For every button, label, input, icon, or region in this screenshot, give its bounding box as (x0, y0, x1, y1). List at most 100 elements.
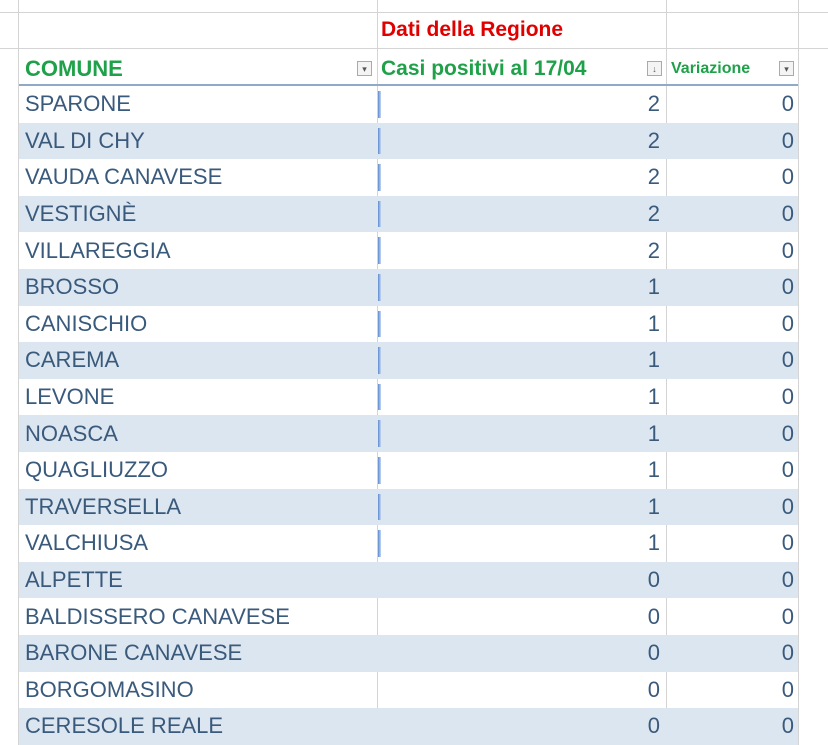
casi-value: 0 (647, 676, 660, 702)
table-row[interactable]: SPARONE 2 0 (19, 86, 798, 123)
cell-variazione[interactable]: 0 (781, 676, 794, 702)
cell-casi[interactable]: 0 (377, 598, 666, 635)
cell-variazione[interactable]: 0 (781, 384, 794, 410)
table-row[interactable]: NOASCA 1 0 (19, 415, 798, 452)
cell-casi[interactable]: 0 (377, 672, 666, 709)
data-bar (378, 530, 381, 557)
cell-casi[interactable]: 1 (377, 415, 666, 452)
cell-comune[interactable]: VAL DI CHY (25, 127, 145, 153)
data-bar (378, 420, 381, 447)
cell-variazione[interactable]: 0 (781, 164, 794, 190)
cell-variazione[interactable]: 0 (781, 603, 794, 629)
section-title: Dati della Regione (381, 18, 564, 41)
cell-comune[interactable]: NOASCA (25, 420, 118, 446)
cell-variazione[interactable]: 0 (781, 493, 794, 519)
cell-casi[interactable]: 0 (377, 708, 666, 745)
table-row[interactable]: CANISCHIO 1 0 (19, 306, 798, 343)
cell-variazione[interactable]: 0 (781, 91, 794, 117)
table-row[interactable]: VILLAREGGIA 2 0 (19, 232, 798, 269)
cell-casi[interactable]: 1 (377, 306, 666, 343)
data-bar (378, 493, 381, 521)
table-row[interactable]: BALDISSERO CANAVESE 0 0 (19, 598, 798, 635)
cell-comune[interactable]: VAUDA CANAVESE (25, 164, 223, 190)
cell-comune[interactable]: TRAVERSELLA (25, 493, 182, 519)
cell-casi[interactable]: 1 (377, 269, 666, 306)
filter-dropdown-icon[interactable]: ▾ (357, 61, 372, 76)
casi-value: 1 (647, 274, 660, 300)
table-row[interactable]: BARONE CANAVESE 0 0 (19, 635, 798, 672)
cell-variazione[interactable]: 0 (781, 420, 794, 446)
casi-value: 0 (647, 713, 660, 739)
casi-value: 1 (647, 493, 660, 519)
cell-comune[interactable]: CERESOLE REALE (25, 713, 224, 739)
data-bar (378, 347, 381, 374)
cell-casi[interactable]: 2 (377, 123, 666, 160)
data-bar (378, 237, 381, 264)
cell-comune[interactable]: ALPETTE (25, 567, 123, 593)
cell-casi[interactable]: 2 (377, 159, 666, 196)
cell-variazione[interactable]: 0 (781, 567, 794, 593)
data-bar (378, 383, 381, 411)
cell-casi[interactable]: 1 (377, 342, 666, 379)
cell-comune[interactable]: VILLAREGGIA (25, 237, 171, 263)
table-row[interactable]: BORGOMASINO 0 0 (19, 672, 798, 709)
table-row[interactable]: CERESOLE REALE 0 0 (19, 708, 798, 745)
casi-value: 0 (647, 640, 660, 666)
table-row[interactable]: LEVONE 1 0 (19, 379, 798, 416)
table-row[interactable]: BROSSO 1 0 (19, 269, 798, 306)
table-row[interactable]: VESTIGNÈ 2 0 (19, 195, 798, 233)
cell-variazione[interactable]: 0 (781, 127, 794, 153)
cell-casi[interactable]: 1 (377, 379, 666, 416)
casi-value: 1 (647, 347, 660, 373)
casi-value: 2 (647, 127, 660, 153)
casi-value: 0 (647, 567, 660, 593)
casi-value: 0 (647, 603, 660, 629)
cell-variazione[interactable]: 0 (781, 457, 794, 483)
cell-comune[interactable]: BORGOMASINO (25, 676, 194, 702)
cell-comune[interactable]: LEVONE (25, 384, 115, 410)
data-bar (378, 457, 381, 484)
cell-casi[interactable]: 2 (377, 86, 666, 123)
cell-comune[interactable]: CAREMA (25, 347, 120, 373)
header-variazione: Variazione (671, 60, 751, 77)
table-row[interactable]: VAL DI CHY 2 0 (19, 122, 798, 160)
cell-casi[interactable]: 1 (377, 489, 666, 526)
table-row[interactable]: VALCHIUSA 1 0 (19, 525, 798, 562)
cell-comune[interactable]: SPARONE (25, 91, 131, 117)
cell-variazione[interactable]: 0 (781, 237, 794, 263)
cell-comune[interactable]: BALDISSERO CANAVESE (25, 603, 290, 629)
cell-comune[interactable]: VALCHIUSA (25, 530, 149, 556)
cell-variazione[interactable]: 0 (781, 713, 794, 739)
cell-comune[interactable]: VESTIGNÈ (25, 201, 137, 227)
cell-casi[interactable]: 0 (377, 635, 666, 672)
filter-dropdown-icon[interactable]: ▾ (779, 61, 794, 76)
cell-comune[interactable]: QUAGLIUZZO (25, 457, 169, 483)
table-row[interactable]: TRAVERSELLA 1 0 (19, 488, 798, 526)
cell-variazione[interactable]: 0 (781, 347, 794, 373)
header-divider (19, 84, 798, 86)
cell-variazione[interactable]: 0 (781, 310, 794, 336)
cell-variazione[interactable]: 0 (781, 274, 794, 300)
cell-casi[interactable]: 1 (377, 452, 666, 489)
table-row[interactable]: CAREMA 1 0 (19, 342, 798, 379)
cell-variazione[interactable]: 0 (781, 201, 794, 227)
data-bar (378, 127, 381, 155)
data-bar (378, 310, 381, 338)
casi-value: 2 (647, 91, 660, 117)
table-row[interactable]: QUAGLIUZZO 1 0 (19, 452, 798, 489)
cell-casi[interactable]: 2 (377, 232, 666, 269)
cell-casi[interactable]: 1 (377, 525, 666, 562)
table-row[interactable]: ALPETTE 0 0 (19, 561, 798, 599)
sort-descending-icon[interactable]: ↓ (647, 61, 662, 76)
cell-variazione[interactable]: 0 (781, 530, 794, 556)
cell-casi[interactable]: 0 (377, 562, 666, 599)
cell-casi[interactable]: 2 (377, 196, 666, 233)
data-bar (378, 274, 381, 301)
cell-variazione[interactable]: 0 (781, 640, 794, 666)
cell-comune[interactable]: BROSSO (25, 274, 120, 300)
casi-value: 1 (647, 310, 660, 336)
cell-comune[interactable]: BARONE CANAVESE (25, 640, 243, 666)
cell-comune[interactable]: CANISCHIO (25, 310, 148, 336)
header-casi: Casi positivi al 17/04 (381, 57, 587, 80)
table-row[interactable]: VAUDA CANAVESE 2 0 (19, 159, 798, 196)
